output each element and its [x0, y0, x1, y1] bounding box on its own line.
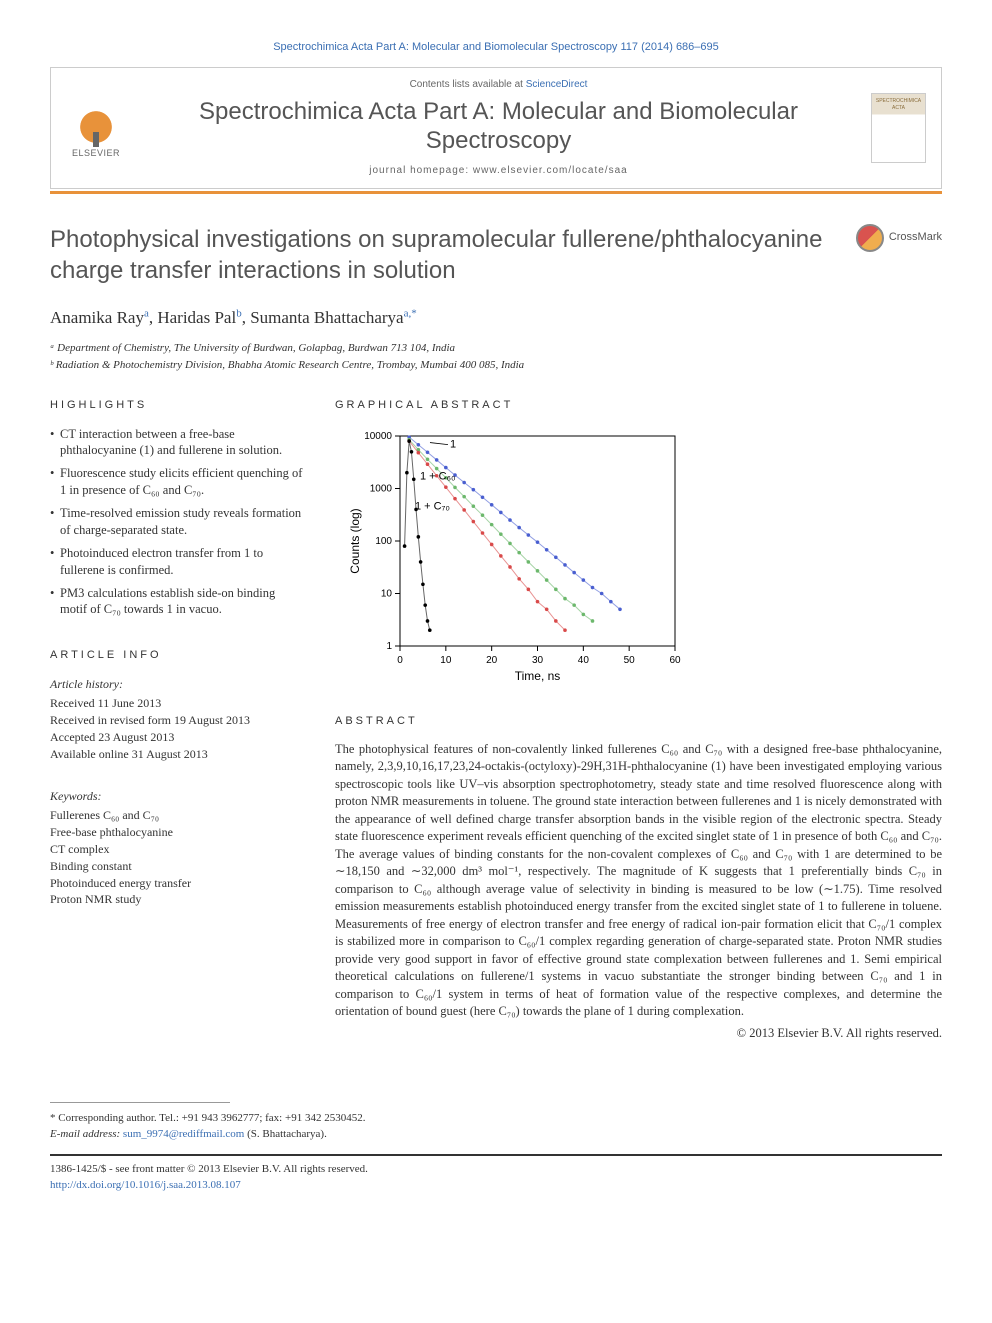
email-suffix: (S. Bhattacharya). [247, 1128, 327, 1140]
crossmark-label: CrossMark [889, 230, 942, 245]
author-3: Sumanta Bhattacharya [250, 308, 403, 327]
svg-text:Time, ns: Time, ns [515, 669, 561, 683]
svg-text:100: 100 [375, 536, 392, 547]
article-info-block: Article history: Received 11 June 2013 R… [50, 676, 305, 763]
abstract-body: The photophysical features of non-covale… [335, 742, 942, 1019]
author-3-affil: a,* [404, 308, 417, 320]
elsevier-tree-icon [71, 97, 121, 147]
left-column: HIGHLIGHTS CT interaction between a free… [50, 398, 305, 1042]
keyword-item: Proton NMR study [50, 891, 305, 908]
svg-text:1: 1 [386, 641, 392, 652]
graphical-abstract-heading: GRAPHICAL ABSTRACT [335, 398, 942, 413]
highlight-item: Time-resolved emission study reveals for… [50, 505, 305, 539]
svg-text:20: 20 [486, 655, 498, 666]
bottom-bar [50, 1154, 942, 1156]
svg-text:40: 40 [578, 655, 590, 666]
svg-text:Counts (log): Counts (log) [348, 508, 362, 573]
svg-text:10: 10 [381, 588, 393, 599]
contents-prefix: Contents lists available at [410, 79, 526, 90]
highlights-list: CT interaction between a free-base phtha… [50, 426, 305, 619]
highlight-item: Fluorescence study elicits efficient que… [50, 465, 305, 499]
footer-separator [50, 1102, 230, 1103]
doi-link[interactable]: http://dx.doi.org/10.1016/j.saa.2013.08.… [50, 1179, 241, 1191]
svg-text:10: 10 [440, 655, 452, 666]
author-2-affil: b [236, 308, 242, 320]
keyword-item: Photoinduced energy transfer [50, 875, 305, 892]
copyright-line: © 2013 Elsevier B.V. All rights reserved… [335, 1025, 942, 1043]
svg-text:30: 30 [532, 655, 544, 666]
abstract-text: The photophysical features of non-covale… [335, 741, 942, 1043]
abstract-heading: ABSTRACT [335, 714, 942, 729]
title-row: Photophysical investigations on supramol… [50, 224, 942, 286]
svg-text:10000: 10000 [364, 431, 392, 442]
svg-text:1 + C₆₀: 1 + C₆₀ [420, 470, 456, 482]
corresponding-contact: * Corresponding author. Tel.: +91 943 39… [50, 1111, 942, 1126]
affiliation-b: ᵇ Radiation & Photochemistry Division, B… [50, 357, 942, 374]
keyword-item: Binding constant [50, 858, 305, 875]
author-1-affil: a [144, 308, 149, 320]
author-2: Haridas Pal [157, 308, 236, 327]
affiliations: ᵃ Department of Chemistry, The Universit… [50, 340, 942, 373]
svg-text:0: 0 [397, 655, 403, 666]
orange-divider-bar [50, 191, 942, 194]
highlight-item: PM3 calculations establish side-on bindi… [50, 585, 305, 619]
affiliation-a: ᵃ Department of Chemistry, The Universit… [50, 340, 942, 357]
accepted-date: Accepted 23 August 2013 [50, 729, 305, 746]
keywords-block: Keywords: Fullerenes C₆₀ and C₇₀ Free-ba… [50, 788, 305, 909]
svg-text:50: 50 [624, 655, 636, 666]
journal-title: Spectrochimica Acta Part A: Molecular an… [146, 98, 851, 156]
highlight-item: CT interaction between a free-base phtha… [50, 426, 305, 460]
crossmark-badge[interactable]: CrossMark [856, 224, 942, 252]
sciencedirect-link[interactable]: ScienceDirect [526, 79, 588, 90]
highlights-heading: HIGHLIGHTS [50, 398, 305, 413]
authors-line: Anamika Raya, Haridas Palb, Sumanta Bhat… [50, 306, 942, 330]
crossmark-icon [856, 224, 884, 252]
elsevier-logo: ELSEVIER [66, 93, 126, 163]
chart-svg: 0 10 20 30 40 50 60 1 10 100 1000 10000 Time, ns Coun… [345, 426, 685, 686]
svg-text:60: 60 [669, 655, 681, 666]
keyword-item: Fullerenes C₆₀ and C₇₀ [50, 807, 305, 824]
highlight-item: Photoinduced electron transfer from 1 to… [50, 545, 305, 579]
journal-header-box: ELSEVIER Contents lists available at Sci… [50, 67, 942, 189]
svg-text:1 + C₇₀: 1 + C₇₀ [415, 500, 450, 512]
journal-cover-thumbnail [871, 93, 926, 163]
article-title: Photophysical investigations on supramol… [50, 224, 836, 286]
email-label: E-mail address: [50, 1128, 120, 1140]
keyword-item: CT complex [50, 841, 305, 858]
graphical-abstract-section: GRAPHICAL ABSTRACT 0 10 20 30 40 50 60 1 10 100 10… [335, 398, 942, 685]
online-date: Available online 31 August 2013 [50, 746, 305, 763]
decay-chart: 0 10 20 30 40 50 60 1 10 100 1000 10000 Time, ns Coun… [345, 426, 685, 686]
header-citation: Spectrochimica Acta Part A: Molecular an… [50, 40, 942, 55]
elsevier-label: ELSEVIER [72, 147, 120, 160]
issn-line: 1386-1425/$ - see front matter © 2013 El… [50, 1162, 942, 1177]
keyword-item: Free-base phthalocyanine [50, 824, 305, 841]
journal-center: Contents lists available at ScienceDirec… [146, 78, 851, 178]
corresponding-email-link[interactable]: sum_9974@rediffmail.com [123, 1128, 244, 1140]
two-column-layout: HIGHLIGHTS CT interaction between a free… [50, 398, 942, 1042]
svg-text:1: 1 [450, 438, 456, 450]
revised-date: Received in revised form 19 August 2013 [50, 712, 305, 729]
keywords-label: Keywords: [50, 788, 305, 805]
doi-block: 1386-1425/$ - see front matter © 2013 El… [50, 1162, 942, 1193]
right-column: GRAPHICAL ABSTRACT 0 10 20 30 40 50 60 1 10 100 10… [335, 398, 942, 1042]
author-1: Anamika Ray [50, 308, 144, 327]
received-date: Received 11 June 2013 [50, 695, 305, 712]
article-history-label: Article history: [50, 676, 305, 693]
corresponding-author: * Corresponding author. Tel.: +91 943 39… [50, 1111, 942, 1142]
contents-available-line: Contents lists available at ScienceDirec… [146, 78, 851, 92]
svg-text:1000: 1000 [370, 483, 393, 494]
journal-homepage: journal homepage: www.elsevier.com/locat… [146, 164, 851, 178]
article-info-heading: ARTICLE INFO [50, 648, 305, 663]
